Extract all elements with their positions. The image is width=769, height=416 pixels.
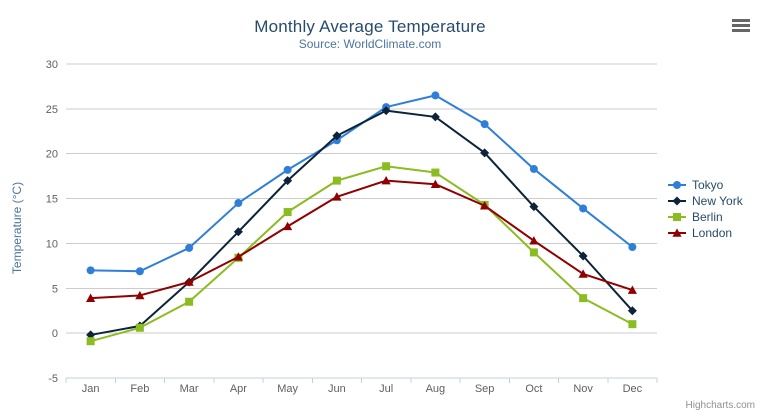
data-point[interactable] bbox=[579, 204, 588, 213]
data-point bbox=[673, 181, 681, 189]
data-point[interactable] bbox=[382, 162, 391, 171]
xaxis-tick-label: Dec bbox=[623, 383, 643, 395]
legend: Tokyo New York Berlin London bbox=[667, 177, 743, 241]
data-point[interactable] bbox=[430, 179, 440, 189]
series-line bbox=[89, 179, 634, 300]
data-point[interactable] bbox=[529, 236, 539, 245]
export-menu-button[interactable] bbox=[729, 15, 753, 35]
data-point[interactable] bbox=[627, 285, 637, 294]
data-point bbox=[672, 196, 682, 206]
yaxis-tick-label: 30 bbox=[46, 59, 58, 71]
legend-marker-square-icon bbox=[667, 210, 687, 224]
data-point[interactable] bbox=[480, 148, 490, 158]
data-point[interactable] bbox=[185, 297, 194, 306]
data-point[interactable] bbox=[430, 112, 440, 122]
legend-item-london[interactable]: London bbox=[667, 225, 743, 241]
hamburger-icon bbox=[732, 18, 750, 32]
legend-item-berlin[interactable]: Berlin bbox=[667, 209, 743, 225]
data-point[interactable] bbox=[135, 267, 144, 276]
data-point[interactable] bbox=[86, 337, 95, 346]
xaxis-tick-label: May bbox=[277, 383, 298, 395]
yaxis-tick-label: 0 bbox=[52, 328, 58, 340]
yaxis-tick-label: 15 bbox=[46, 194, 58, 206]
data-point[interactable] bbox=[135, 323, 144, 332]
data-point bbox=[672, 228, 682, 237]
yaxis-title: Temperature (°C) bbox=[10, 181, 24, 275]
data-point[interactable] bbox=[332, 192, 342, 201]
yaxis-tick-label: -5 bbox=[48, 373, 58, 385]
yaxis-tick-label: 5 bbox=[52, 283, 58, 295]
data-point bbox=[673, 213, 681, 221]
yaxis-tick-label: 10 bbox=[46, 238, 58, 250]
chart-title: Monthly Average Temperature bbox=[254, 17, 486, 36]
xaxis-tick-label: Nov bbox=[573, 383, 593, 395]
xaxis-tick-label: Jan bbox=[82, 383, 100, 395]
series-tokyo bbox=[86, 91, 637, 276]
legend-item-tokyo[interactable]: Tokyo bbox=[667, 177, 743, 193]
data-point[interactable] bbox=[86, 330, 96, 340]
legend-marker-diamond-icon bbox=[667, 194, 687, 208]
xaxis-tick-label: Oct bbox=[525, 383, 542, 395]
data-point[interactable] bbox=[86, 266, 95, 275]
legend-item-new-york[interactable]: New York bbox=[667, 193, 743, 209]
legend-marker-triangle-icon bbox=[667, 226, 687, 240]
data-point[interactable] bbox=[283, 221, 293, 231]
xaxis-tick-label: Mar bbox=[180, 383, 199, 395]
data-point[interactable] bbox=[480, 120, 489, 129]
data-point[interactable] bbox=[233, 227, 243, 237]
series-line bbox=[89, 94, 634, 273]
data-point[interactable] bbox=[184, 277, 194, 286]
data-point[interactable] bbox=[578, 251, 588, 261]
series-london bbox=[86, 176, 637, 302]
data-point[interactable] bbox=[529, 164, 538, 173]
xaxis-tick-label: Sep bbox=[475, 383, 495, 395]
data-point[interactable] bbox=[283, 208, 292, 217]
data-point[interactable] bbox=[283, 165, 292, 174]
data-point[interactable] bbox=[431, 91, 440, 100]
series-line bbox=[89, 165, 634, 343]
legend-marker-circle-icon bbox=[667, 178, 687, 192]
data-point[interactable] bbox=[381, 176, 391, 185]
xaxis-tick-label: Feb bbox=[130, 383, 149, 395]
data-point[interactable] bbox=[628, 243, 637, 252]
data-point[interactable] bbox=[234, 199, 243, 208]
data-point[interactable] bbox=[283, 176, 293, 186]
data-point[interactable] bbox=[135, 290, 145, 300]
yaxis-tick-label: 20 bbox=[46, 149, 58, 161]
data-point[interactable] bbox=[628, 320, 637, 329]
data-point[interactable] bbox=[431, 168, 440, 177]
data-point[interactable] bbox=[627, 306, 637, 316]
data-point[interactable] bbox=[529, 202, 539, 212]
series-new-york bbox=[86, 106, 637, 340]
data-point[interactable] bbox=[86, 293, 96, 302]
credits-link[interactable]: Highcharts.com bbox=[685, 400, 755, 411]
series-line bbox=[89, 109, 634, 336]
data-point[interactable] bbox=[185, 243, 194, 252]
legend-label: London bbox=[692, 226, 733, 240]
data-point[interactable] bbox=[233, 252, 243, 261]
xaxis-tick-label: Aug bbox=[426, 383, 446, 395]
xaxis-tick-label: Jul bbox=[379, 383, 393, 395]
legend-label: Berlin bbox=[692, 210, 723, 224]
legend-label: Tokyo bbox=[692, 178, 724, 192]
xaxis-tick-label: Jun bbox=[328, 383, 346, 395]
data-point[interactable] bbox=[579, 294, 588, 303]
data-point[interactable] bbox=[332, 131, 342, 141]
data-point[interactable] bbox=[381, 106, 391, 116]
data-point[interactable] bbox=[480, 201, 490, 210]
chart-subtitle: Source: WorldClimate.com bbox=[298, 37, 442, 51]
data-point[interactable] bbox=[529, 248, 538, 257]
xaxis-tick-label: Apr bbox=[230, 383, 247, 395]
yaxis-tick-label: 25 bbox=[46, 104, 58, 116]
data-point[interactable] bbox=[578, 269, 588, 278]
data-point[interactable] bbox=[332, 176, 341, 185]
legend-label: New York bbox=[692, 194, 743, 208]
